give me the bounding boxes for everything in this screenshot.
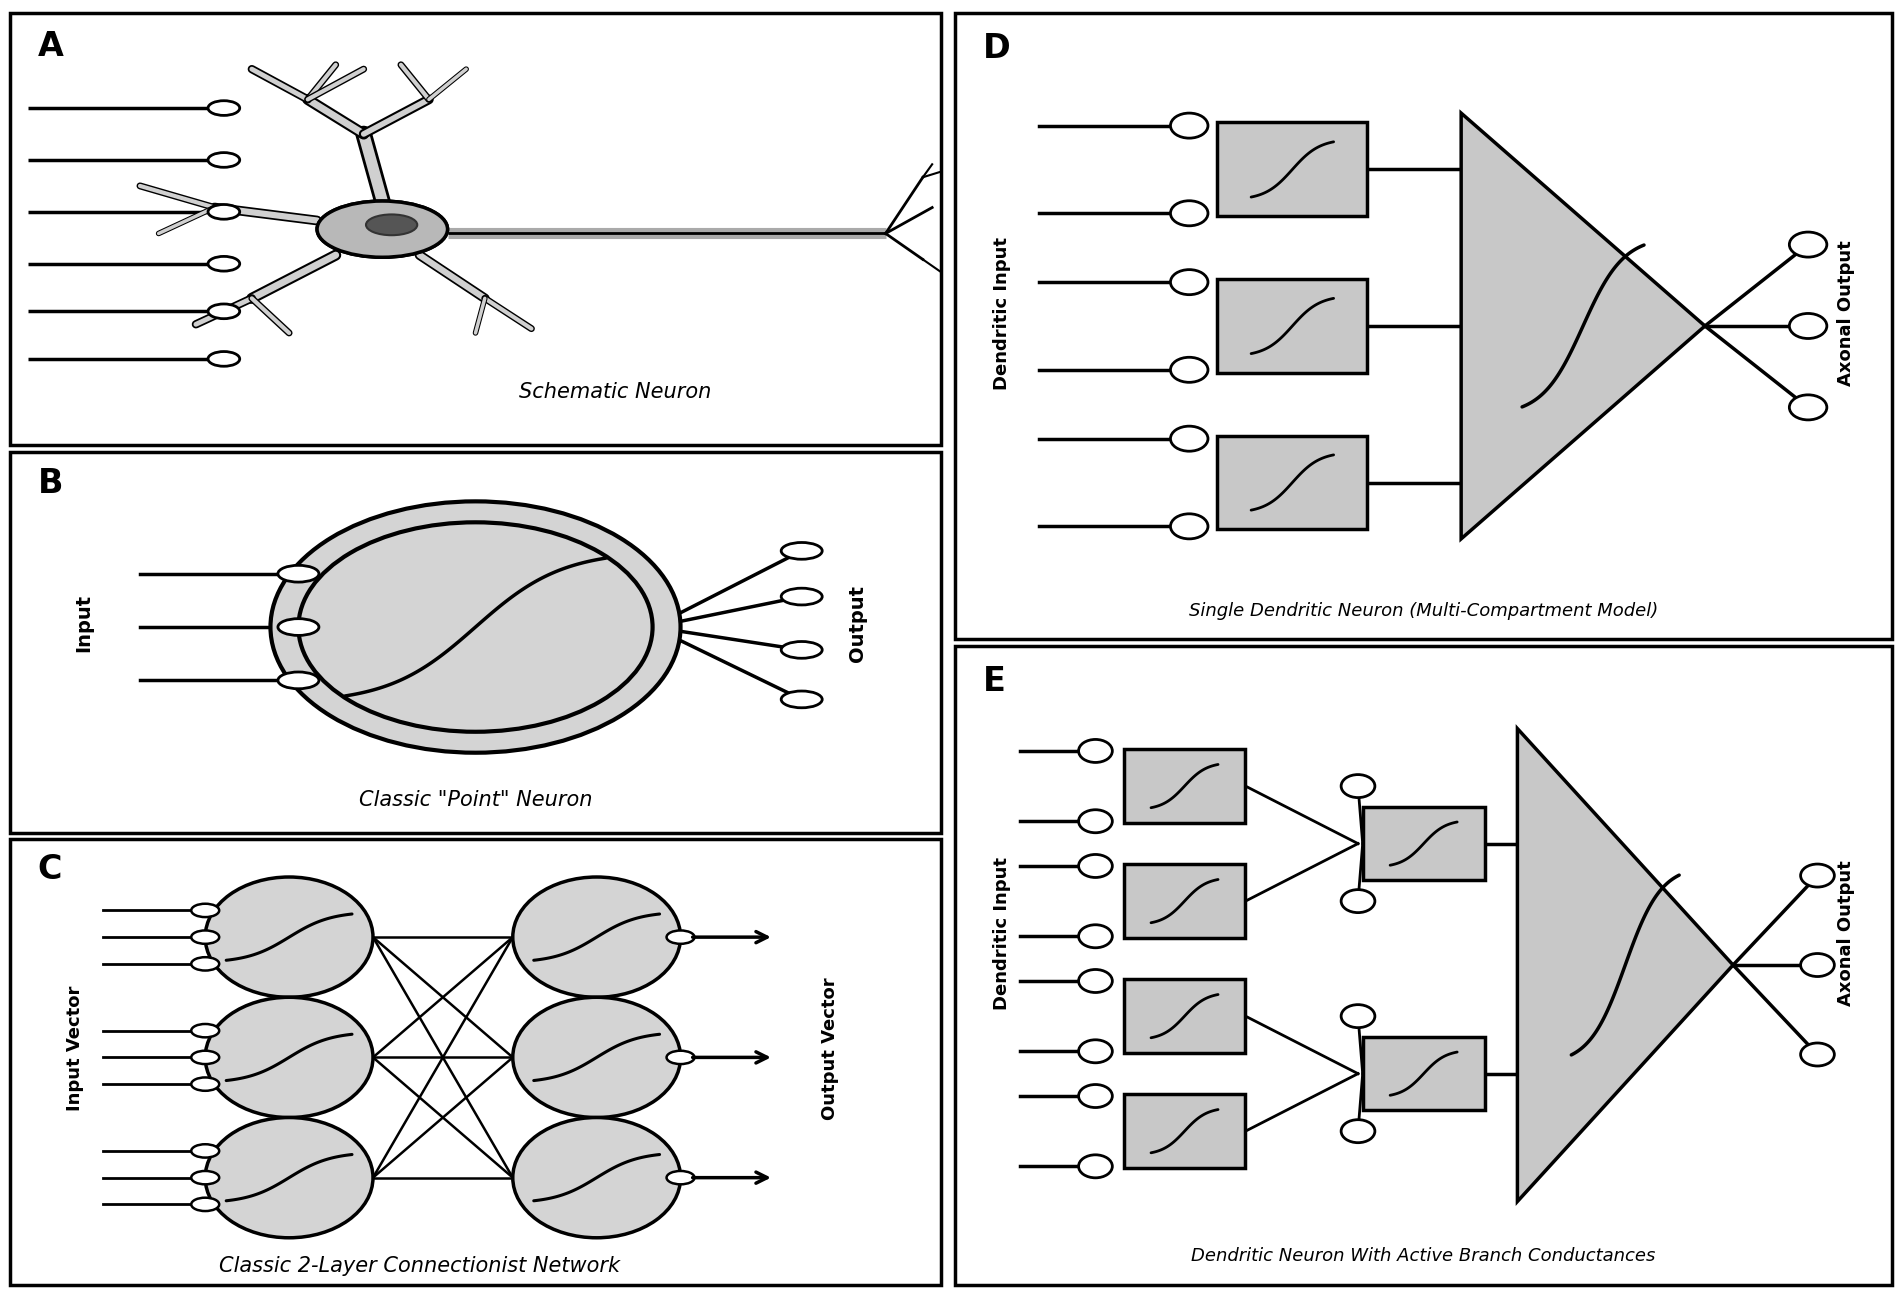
Circle shape (782, 642, 822, 658)
Circle shape (782, 542, 822, 559)
Text: Dendritic Input: Dendritic Input (993, 856, 1010, 1010)
Ellipse shape (514, 1118, 681, 1238)
Bar (1362, 807, 1485, 880)
Ellipse shape (299, 523, 652, 732)
Circle shape (1170, 114, 1208, 138)
Circle shape (192, 1171, 219, 1184)
Circle shape (207, 101, 240, 115)
Text: D: D (983, 32, 1010, 65)
Text: Output Vector: Output Vector (820, 977, 839, 1119)
Circle shape (207, 351, 240, 367)
Text: Dendritic Neuron With Active Branch Conductances: Dendritic Neuron With Active Branch Cond… (1191, 1247, 1657, 1265)
Circle shape (1078, 809, 1113, 833)
Circle shape (1078, 740, 1113, 763)
Text: A: A (38, 30, 63, 63)
Ellipse shape (514, 997, 681, 1118)
Circle shape (1341, 1004, 1375, 1028)
Ellipse shape (514, 877, 681, 997)
Circle shape (278, 565, 320, 582)
Circle shape (1078, 1039, 1113, 1062)
Text: E: E (983, 665, 1006, 697)
Text: Classic "Point" Neuron: Classic "Point" Neuron (359, 790, 592, 809)
Circle shape (1801, 864, 1834, 887)
Circle shape (1078, 1084, 1113, 1108)
Ellipse shape (365, 214, 417, 235)
Circle shape (207, 152, 240, 168)
Bar (1124, 865, 1246, 937)
Circle shape (1078, 1155, 1113, 1177)
Circle shape (192, 1144, 219, 1158)
Ellipse shape (365, 214, 417, 235)
Circle shape (192, 957, 219, 971)
Text: Axonal Output: Axonal Output (1837, 240, 1854, 386)
Text: B: B (38, 467, 63, 500)
Polygon shape (1518, 728, 1733, 1202)
Text: Output: Output (848, 585, 867, 662)
Ellipse shape (318, 201, 447, 257)
Circle shape (1170, 426, 1208, 451)
Bar (1124, 749, 1246, 822)
Text: Axonal Output: Axonal Output (1837, 860, 1854, 1006)
Circle shape (782, 691, 822, 707)
Circle shape (192, 931, 219, 944)
Bar (1362, 1037, 1485, 1110)
Circle shape (278, 673, 320, 688)
Circle shape (278, 618, 320, 635)
Circle shape (207, 257, 240, 271)
Text: C: C (38, 852, 63, 886)
Bar (1217, 435, 1368, 529)
Bar (1124, 1095, 1246, 1168)
Circle shape (192, 1051, 219, 1064)
Bar (1217, 279, 1368, 373)
Circle shape (1170, 358, 1208, 382)
Circle shape (1790, 395, 1826, 420)
Circle shape (1170, 270, 1208, 294)
Circle shape (192, 1198, 219, 1211)
Circle shape (666, 931, 694, 944)
Polygon shape (1461, 114, 1704, 538)
Circle shape (666, 1051, 694, 1064)
Text: Input: Input (74, 594, 93, 652)
Text: Input Vector: Input Vector (67, 986, 84, 1112)
Bar (1124, 980, 1246, 1053)
Ellipse shape (205, 997, 373, 1118)
Ellipse shape (270, 501, 681, 753)
Bar (1217, 123, 1368, 217)
Circle shape (1790, 314, 1826, 338)
Text: Dendritic Input: Dendritic Input (993, 238, 1010, 390)
Circle shape (1170, 201, 1208, 226)
Text: Schematic Neuron: Schematic Neuron (519, 382, 711, 402)
Circle shape (1341, 889, 1375, 913)
Circle shape (666, 1171, 694, 1184)
Circle shape (192, 1078, 219, 1091)
Circle shape (192, 1024, 219, 1038)
Circle shape (1341, 775, 1375, 798)
Text: Classic 2-Layer Connectionist Network: Classic 2-Layer Connectionist Network (219, 1256, 620, 1276)
Circle shape (207, 303, 240, 319)
Circle shape (1790, 232, 1826, 257)
Circle shape (1078, 855, 1113, 878)
Circle shape (1801, 954, 1834, 976)
Text: Single Dendritic Neuron (Multi-Compartment Model): Single Dendritic Neuron (Multi-Compartme… (1189, 603, 1659, 620)
Circle shape (207, 204, 240, 219)
Circle shape (1341, 1119, 1375, 1143)
Ellipse shape (205, 1118, 373, 1238)
Circle shape (782, 589, 822, 605)
Ellipse shape (318, 201, 447, 257)
Circle shape (1078, 924, 1113, 948)
Circle shape (1801, 1043, 1834, 1066)
Ellipse shape (205, 877, 373, 997)
Circle shape (1078, 970, 1113, 993)
Circle shape (192, 904, 219, 917)
Circle shape (1170, 514, 1208, 538)
